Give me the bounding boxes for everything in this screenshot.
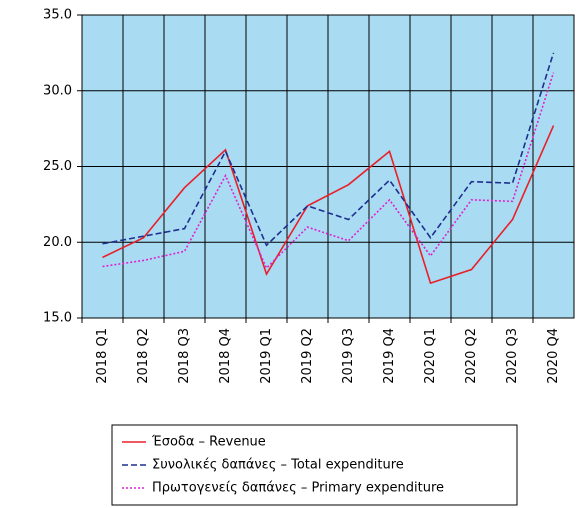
x-tick-label: 2019 Q4 [382, 328, 397, 384]
legend-box [111, 424, 518, 506]
x-tick-label: 2019 Q3 [341, 328, 356, 384]
x-tick-label: 2020 Q1 [423, 328, 438, 384]
y-tick-label: 20.0 [43, 235, 72, 250]
legend-label: Πρωτογενείς δαπάνες – Primary expenditur… [152, 481, 444, 496]
x-tick-label: 2018 Q2 [136, 328, 151, 384]
y-tick-label: 30.0 [43, 83, 72, 98]
x-tick-label: 2018 Q4 [218, 328, 233, 384]
series-line [102, 72, 555, 270]
y-tick-label: 35.0 [43, 8, 72, 23]
series-line [102, 52, 555, 247]
x-tick-label: 2020 Q3 [505, 328, 520, 384]
series-line [102, 125, 555, 285]
x-tick-label: 2020 Q2 [464, 328, 479, 384]
legend-label: Συνολικές δαπάνες – Total expenditure [152, 458, 404, 473]
x-tick-label: 2019 Q2 [300, 328, 315, 384]
x-tick-label: 2019 Q1 [259, 328, 274, 384]
y-tick-label: 25.0 [43, 159, 72, 174]
x-tick-label: 2018 Q3 [177, 328, 192, 384]
legend-label: Έσοδα – Revenue [151, 435, 266, 450]
y-tick-label: 15.0 [43, 311, 72, 326]
x-tick-label: 2020 Q4 [546, 328, 561, 384]
x-tick-label: 2018 Q1 [95, 328, 110, 384]
